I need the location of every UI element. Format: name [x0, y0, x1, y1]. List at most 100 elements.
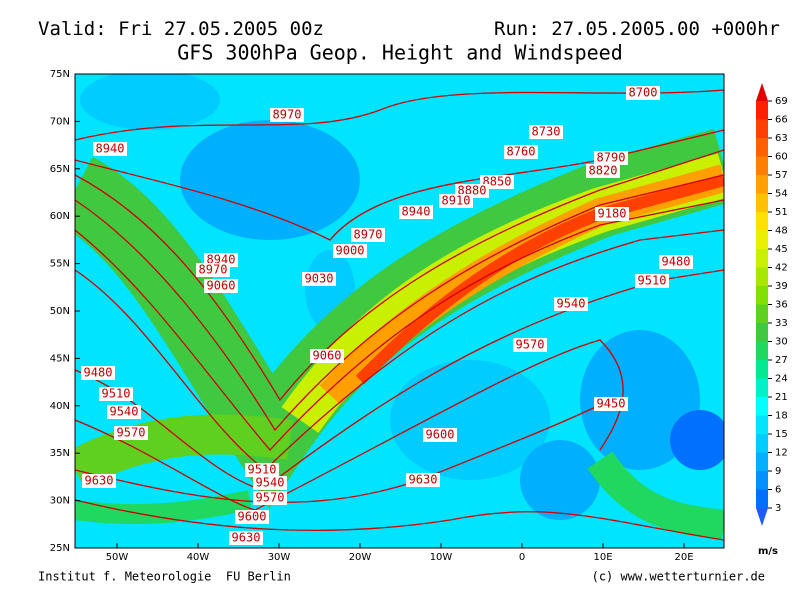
lat-label: 70N: [50, 116, 70, 127]
colorbar-label: 39: [775, 281, 788, 292]
lat-label: 25N: [50, 543, 70, 554]
colorbar-segment: [756, 119, 768, 138]
colorbar-segment: [756, 286, 768, 305]
colorbar-segment: [756, 452, 768, 471]
lat-label: 65N: [50, 164, 70, 175]
colorbar-label: 30: [775, 337, 788, 348]
colorbar-segment: [756, 323, 768, 342]
contour-label: 9630: [232, 531, 261, 545]
contour-label-box: [253, 476, 287, 490]
lon-label: 10E: [593, 552, 612, 563]
contour-label-box: [626, 86, 660, 100]
colorbar-arrow-high: [756, 83, 768, 101]
colorbar-label: 12: [775, 448, 788, 459]
colorbar-segment: [756, 193, 768, 212]
colorbar-label: 6: [775, 485, 781, 496]
contour-label-box: [529, 125, 563, 139]
colorbar-label: 15: [775, 429, 788, 440]
colorbar-segment: [756, 156, 768, 175]
contour-label-box: [229, 531, 263, 545]
lat-label: 45N: [50, 353, 70, 364]
lat-label: 55N: [50, 259, 70, 270]
contour-label-box: [270, 108, 304, 122]
contour-label-box: [302, 272, 336, 286]
colorbar-segment: [756, 304, 768, 323]
contour-label: 9060: [207, 279, 236, 293]
contour-label: 8760: [507, 145, 536, 159]
footer-right: (c) www.wetterturnier.de: [592, 570, 765, 584]
colorbar-segment: [756, 397, 768, 416]
contour-label-box: [114, 426, 148, 440]
colorbar-label: 63: [775, 133, 788, 144]
lat-label: 30N: [50, 496, 70, 507]
colorbar-label: 48: [775, 226, 788, 237]
contour-label: 9510: [248, 463, 277, 477]
contour-label: 9600: [238, 510, 267, 524]
contour-label-box: [93, 142, 127, 156]
colorbar-segment: [756, 267, 768, 286]
contour-label: 9180: [598, 207, 627, 221]
lon-label: 30W: [268, 552, 291, 563]
contour-label-box: [82, 474, 116, 488]
colorbar-segment: [756, 434, 768, 453]
contour-label: 9480: [84, 366, 113, 380]
colorbar-label: 33: [775, 318, 788, 329]
contour-label-box: [235, 510, 269, 524]
contour-label: 9450: [597, 397, 626, 411]
contour-label-box: [439, 194, 473, 208]
contour-label: 8850: [483, 175, 512, 189]
colorbar-label: 57: [775, 170, 788, 181]
contour-label: 9540: [256, 476, 285, 490]
colorbar-label: 51: [775, 207, 788, 218]
contour-label-box: [586, 164, 620, 178]
contour-label-box: [659, 255, 693, 269]
contour-label-box: [245, 463, 279, 477]
contour-label-box: [107, 405, 141, 419]
colorbar-label: 24: [775, 374, 788, 385]
contour-label: 9630: [409, 473, 438, 487]
colorbar-unit: m/s: [758, 546, 778, 557]
contour-label-box: [635, 274, 669, 288]
contour-label: 9630: [85, 474, 114, 488]
colorbar-segment: [756, 101, 768, 120]
footer-left: Institut f. Meteorologie FU Berlin: [38, 570, 291, 584]
contour-label-box: [351, 228, 385, 242]
contour-label: 9540: [110, 405, 139, 419]
contour-label: 8970: [199, 263, 228, 277]
contour-label: 8940: [96, 142, 125, 156]
contour-label: 8730: [532, 125, 561, 139]
contour-label: 9510: [638, 274, 667, 288]
colorbar-segment: [756, 249, 768, 268]
contour-label-box: [399, 205, 433, 219]
contour-label-box: [99, 387, 133, 401]
lon-label: 20E: [674, 552, 693, 563]
contour-label: 8700: [629, 86, 658, 100]
lon-label: 0: [519, 552, 525, 563]
lat-label: 50N: [50, 306, 70, 317]
lon-label: 40W: [187, 552, 210, 563]
contour-label-box: [333, 244, 367, 258]
lat-label: 40N: [50, 401, 70, 412]
contour-label-box: [204, 279, 238, 293]
contour-label-box: [310, 349, 344, 363]
colorbar-label: 18: [775, 411, 788, 422]
contour-label: 9030: [305, 272, 334, 286]
contour-label: 9540: [557, 297, 586, 311]
lat-label: 60N: [50, 211, 70, 222]
colorbar-segment: [756, 138, 768, 157]
contour-label: 9000: [336, 244, 365, 258]
lon-label: 20W: [349, 552, 372, 563]
contour-label: 9060: [313, 349, 342, 363]
contour-label-box: [81, 366, 115, 380]
colorbar-label: 3: [775, 503, 781, 514]
colorbar-label: 45: [775, 244, 788, 255]
colorbar-segment: [756, 175, 768, 194]
contour-label: 9570: [256, 491, 285, 505]
contour-label: 8940: [402, 205, 431, 219]
colorbar-segment: [756, 378, 768, 397]
lat-label: 75N: [50, 69, 70, 80]
contour-label-box: [513, 338, 547, 352]
contour-label: 9600: [426, 428, 455, 442]
colorbar-label: 66: [775, 115, 788, 126]
